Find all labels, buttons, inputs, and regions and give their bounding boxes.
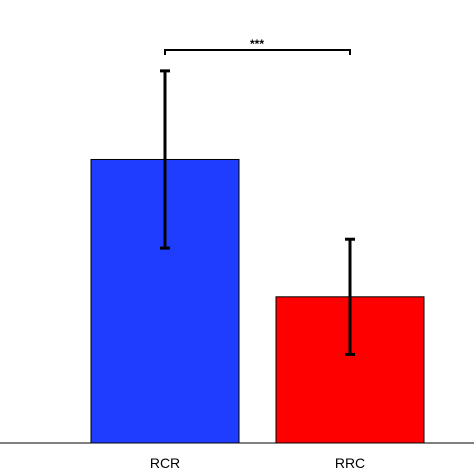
x-tick-label-rcr: RCR: [150, 455, 180, 471]
significance-bracket: ***: [164, 37, 351, 55]
significance-label: ***: [250, 37, 264, 51]
error-bars-layer: [160, 69, 355, 356]
bars-layer: [90, 158, 425, 444]
x-tick-label-rrc: RRC: [335, 455, 365, 471]
x-tick-labels: RCR RRC: [150, 455, 365, 471]
error-bar-rrc: [345, 237, 355, 356]
error-bar-rcr: [160, 69, 170, 250]
significance-bracket-line: [164, 49, 351, 55]
